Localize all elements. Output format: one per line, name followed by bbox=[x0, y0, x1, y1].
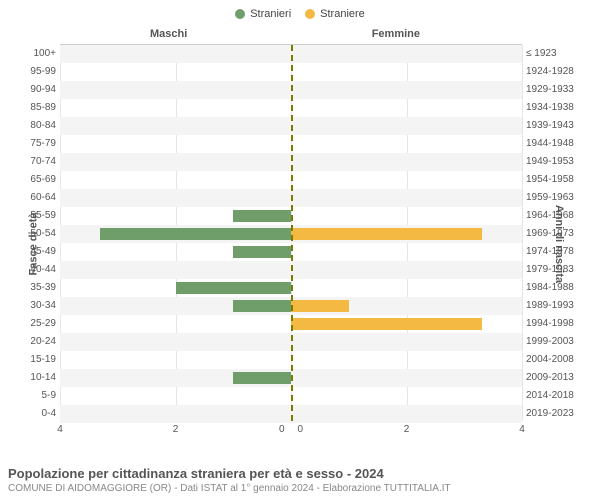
y-label-age: 55-59 bbox=[6, 207, 60, 225]
y-label-birth: 2019-2023 bbox=[522, 405, 594, 423]
y-label-age: 90-94 bbox=[6, 81, 60, 99]
y-label-birth: 1934-1938 bbox=[522, 99, 594, 117]
legend-label-male: Stranieri bbox=[250, 8, 291, 20]
y-label-birth: 1989-1993 bbox=[522, 297, 594, 315]
y-label-birth: 1924-1928 bbox=[522, 63, 594, 81]
y-label-age: 85-89 bbox=[6, 99, 60, 117]
y-label-birth: 1979-1983 bbox=[522, 261, 594, 279]
y-label-birth: 1939-1943 bbox=[522, 117, 594, 135]
x-tick-label: 4 bbox=[519, 424, 525, 435]
y-label-age: 100+ bbox=[6, 45, 60, 63]
y-label-birth: 1964-1968 bbox=[522, 207, 594, 225]
y-label-age: 35-39 bbox=[6, 279, 60, 297]
y-label-birth: 2004-2008 bbox=[522, 351, 594, 369]
bar-female bbox=[291, 318, 482, 330]
y-label-birth: 1974-1978 bbox=[522, 243, 594, 261]
y-label-age: 50-54 bbox=[6, 225, 60, 243]
legend-item-male: Stranieri bbox=[235, 8, 291, 20]
y-label-age: 45-49 bbox=[6, 243, 60, 261]
y-label-age: 20-24 bbox=[6, 333, 60, 351]
y-label-birth: 1959-1963 bbox=[522, 189, 594, 207]
y-label-birth: 1949-1953 bbox=[522, 153, 594, 171]
y-label-birth: 1984-1988 bbox=[522, 279, 594, 297]
y-label-age: 30-34 bbox=[6, 297, 60, 315]
bar-male bbox=[100, 228, 291, 240]
legend-swatch-female bbox=[305, 9, 315, 19]
x-tick-label: 0 bbox=[279, 424, 285, 435]
x-tick-label: 4 bbox=[57, 424, 63, 435]
y-label-birth: 2009-2013 bbox=[522, 369, 594, 387]
bar-male bbox=[176, 282, 292, 294]
bar-female bbox=[291, 228, 482, 240]
x-axis-ticks: 4 2 0 0 2 4 bbox=[60, 424, 522, 438]
y-label-age: 60-64 bbox=[6, 189, 60, 207]
bar-male bbox=[233, 372, 291, 384]
y-label-age: 40-44 bbox=[6, 261, 60, 279]
col-header-left: Maschi bbox=[150, 28, 187, 40]
y-label-birth: 1954-1958 bbox=[522, 171, 594, 189]
bar-male bbox=[233, 210, 291, 222]
y-label-age: 65-69 bbox=[6, 171, 60, 189]
plot-area: 100+≤ 192395-991924-192890-941929-193385… bbox=[60, 44, 522, 422]
y-label-birth: 1944-1948 bbox=[522, 135, 594, 153]
y-label-age: 5-9 bbox=[6, 387, 60, 405]
y-label-birth: 1969-1973 bbox=[522, 225, 594, 243]
bar-female bbox=[291, 300, 349, 312]
col-header-right: Femmine bbox=[372, 28, 420, 40]
y-label-age: 15-19 bbox=[6, 351, 60, 369]
footer: Popolazione per cittadinanza straniera p… bbox=[8, 466, 451, 494]
column-headers: Maschi Femmine bbox=[0, 28, 600, 44]
y-label-birth: 1929-1933 bbox=[522, 81, 594, 99]
legend: Stranieri Straniere bbox=[0, 0, 600, 20]
y-label-birth: ≤ 1923 bbox=[522, 45, 594, 63]
x-tick-label: 0 bbox=[297, 424, 303, 435]
y-label-age: 75-79 bbox=[6, 135, 60, 153]
x-tick-label: 2 bbox=[173, 424, 179, 435]
y-label-age: 80-84 bbox=[6, 117, 60, 135]
bar-male bbox=[233, 300, 291, 312]
y-label-birth: 2014-2018 bbox=[522, 387, 594, 405]
centerline bbox=[291, 45, 293, 421]
y-label-birth: 1994-1998 bbox=[522, 315, 594, 333]
x-tick-label: 2 bbox=[404, 424, 410, 435]
footer-subtitle: COMUNE DI AIDOMAGGIORE (OR) - Dati ISTAT… bbox=[8, 483, 451, 494]
y-label-age: 0-4 bbox=[6, 405, 60, 423]
y-label-age: 70-74 bbox=[6, 153, 60, 171]
y-label-age: 10-14 bbox=[6, 369, 60, 387]
legend-swatch-male bbox=[235, 9, 245, 19]
y-label-birth: 1999-2003 bbox=[522, 333, 594, 351]
legend-label-female: Straniere bbox=[320, 8, 365, 20]
y-label-age: 25-29 bbox=[6, 315, 60, 333]
legend-item-female: Straniere bbox=[305, 8, 365, 20]
footer-title: Popolazione per cittadinanza straniera p… bbox=[8, 466, 451, 481]
chart: Fasce di età Anni di nascita 100+≤ 19239… bbox=[0, 44, 600, 444]
y-label-age: 95-99 bbox=[6, 63, 60, 81]
bar-male bbox=[233, 246, 291, 258]
